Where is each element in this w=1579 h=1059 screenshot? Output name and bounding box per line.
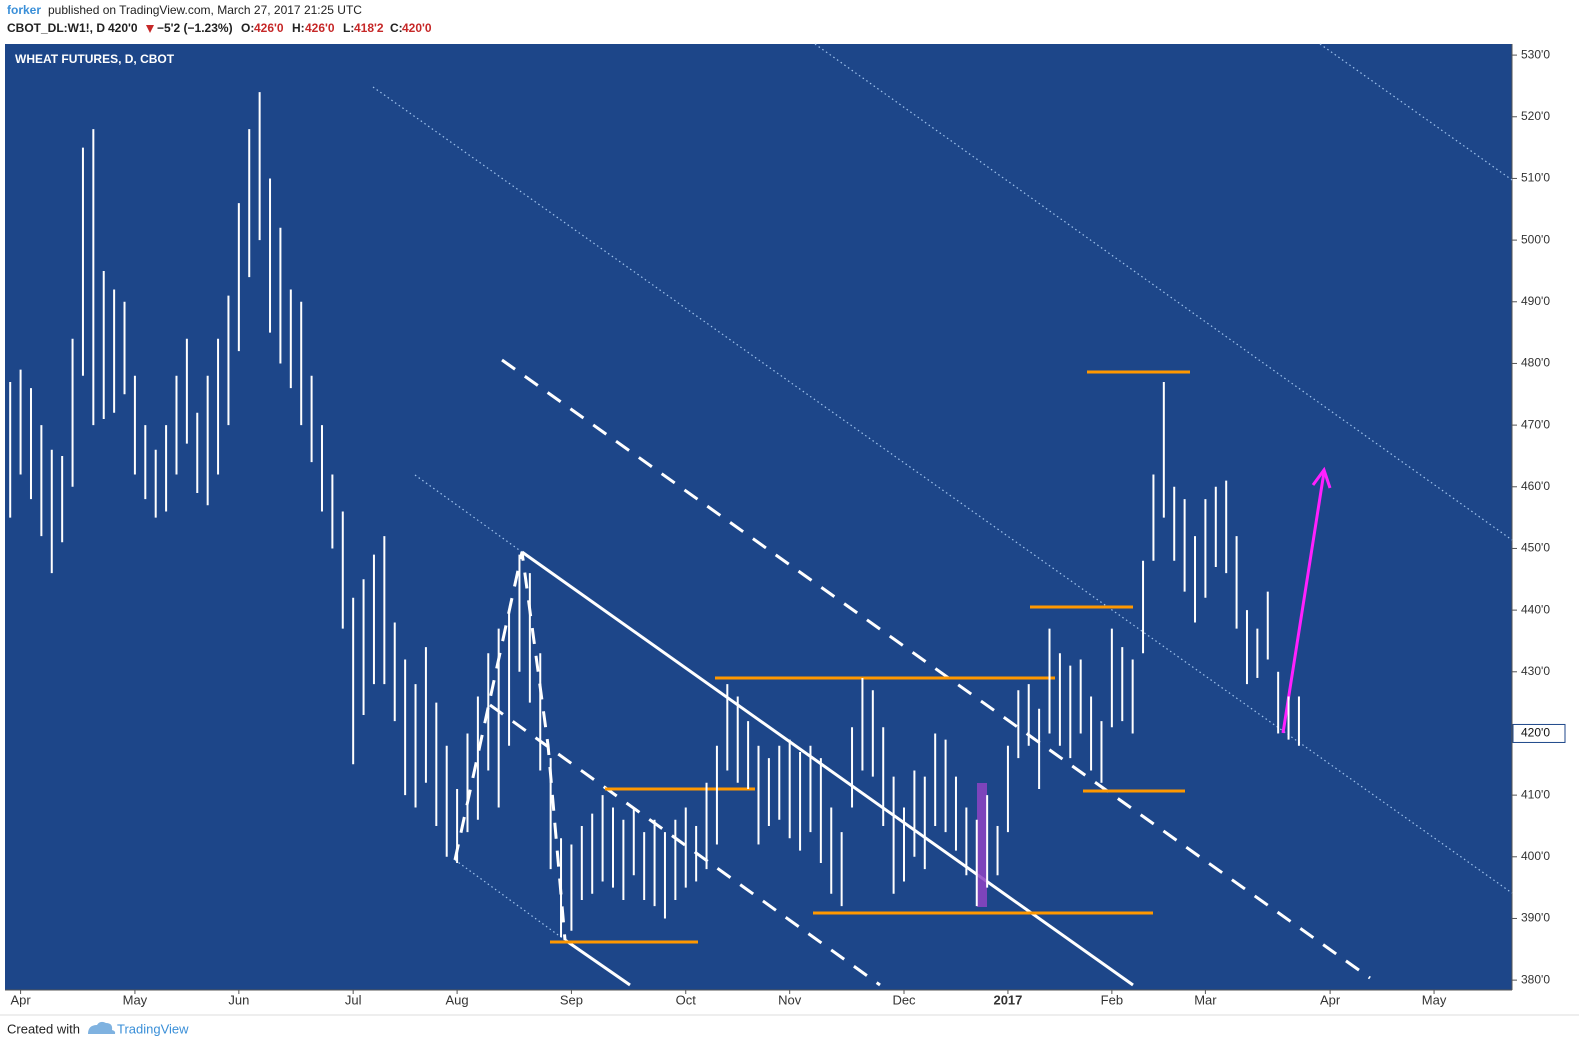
brand-logo [88, 1021, 116, 1034]
y-tick-label: 530'0 [1521, 47, 1550, 61]
close: 420'0 [402, 21, 432, 35]
y-tick-label: 500'0 [1521, 232, 1550, 246]
channel-line [1319, 43, 1513, 181]
y-tick-label: 410'0 [1521, 787, 1550, 801]
y-tick-label: 480'0 [1521, 356, 1550, 370]
y-tick-label: 450'0 [1521, 541, 1550, 555]
highlight-box [977, 783, 987, 907]
brand[interactable]: TradingView [117, 1021, 189, 1036]
y-tick-label: 470'0 [1521, 417, 1550, 431]
arrow-head [1311, 466, 1332, 489]
trend-line [564, 938, 631, 987]
bars [9, 92, 1300, 937]
x-tick-label: Aug [446, 992, 469, 1007]
dashed-line [501, 358, 1371, 980]
high-label: H: [292, 21, 305, 35]
x-tick-label: Mar [1194, 992, 1217, 1007]
channel-line [372, 86, 1513, 894]
arrow-shaft [1281, 471, 1326, 734]
close-label: C: [390, 21, 403, 35]
last-price-box [1512, 723, 1566, 743]
x-tick-label: Jun [228, 992, 249, 1007]
high: 426'0 [305, 21, 335, 35]
channel-line [814, 43, 1513, 541]
chart-title: WHEAT FUTURES, D, CBOT [15, 52, 175, 66]
published: published on TradingView.com, March 27, … [48, 3, 362, 17]
x-tick-label: Dec [892, 992, 916, 1007]
y-tick-label: 430'0 [1521, 664, 1550, 678]
author[interactable]: forker [7, 3, 41, 17]
x-tick-label: 2017 [993, 992, 1022, 1007]
created-with: Created with [7, 1021, 80, 1036]
x-tick-label: Nov [778, 992, 802, 1007]
levels [550, 370, 1190, 944]
low: 418'2 [354, 21, 384, 35]
y-tick-label: 490'0 [1521, 294, 1550, 308]
low-label: L: [343, 21, 354, 35]
x-tick-label: Apr [10, 992, 31, 1007]
y-tick-label: 400'0 [1521, 849, 1550, 863]
y-tick-label: 520'0 [1521, 109, 1550, 123]
x-tick-label: Oct [676, 992, 697, 1007]
last: 420'0 [108, 21, 138, 35]
symbol: CBOT_DL:W1!, D [7, 21, 105, 35]
dotted-channel [372, 43, 1513, 941]
change: −5'2 (−1.23%) [157, 21, 233, 35]
down-arrow [146, 25, 154, 33]
x-tick-label: May [1422, 992, 1447, 1007]
y-tick-label: 460'0 [1521, 479, 1550, 493]
target-arrow [1281, 466, 1332, 734]
y-tick-label: 380'0 [1521, 972, 1550, 986]
dashed-line [489, 703, 881, 987]
plot-background [5, 44, 1512, 990]
x-tick-label: Feb [1101, 992, 1123, 1007]
y-tick-label: 440'0 [1521, 602, 1550, 616]
symbol-line: CBOT_DL:W1!, D 420'0 −5'2 (−1.23%) O: 42… [7, 21, 432, 35]
y-tick-label: 390'0 [1521, 911, 1550, 925]
channel-line [454, 859, 566, 941]
last-price-label: 420'0 [1521, 726, 1550, 740]
open-label: O: [241, 21, 254, 35]
x-tick-label: Sep [560, 992, 583, 1007]
y-tick-label: 510'0 [1521, 171, 1550, 185]
axes: 380'0 390'0 400'0 410'0 420'0 430'0 440'0 450'0… [10, 47, 1566, 1007]
dashed-lines [453, 358, 1371, 987]
x-tick-label: May [123, 992, 148, 1007]
drawings [372, 43, 1513, 987]
x-tick-label: Apr [1320, 992, 1341, 1007]
x-tick-label: Jul [345, 992, 362, 1007]
open: 426'0 [254, 21, 284, 35]
